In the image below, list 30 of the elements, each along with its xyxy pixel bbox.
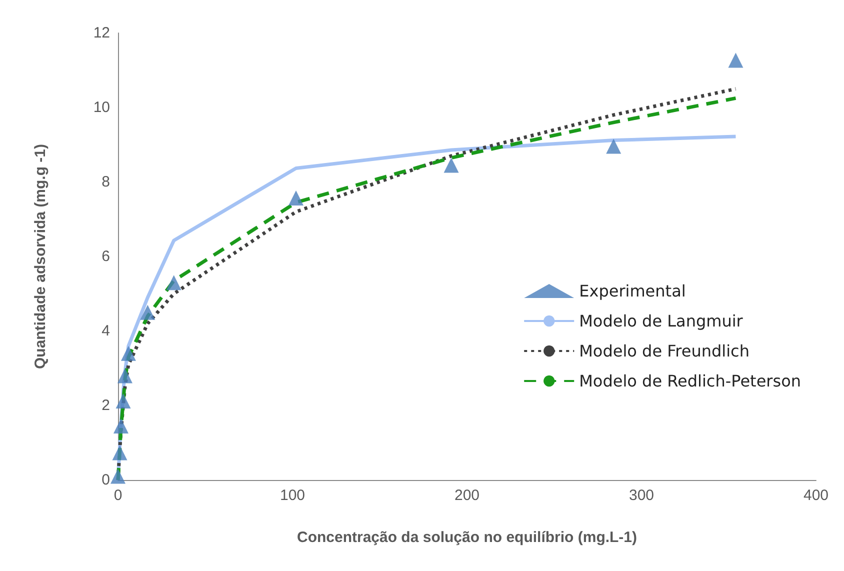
x-tick-label: 300 [628, 487, 654, 504]
point [288, 190, 304, 206]
point [120, 346, 136, 361]
point [112, 445, 128, 460]
legend-label: Experimental [579, 282, 686, 300]
y-tick-label: 10 [93, 99, 110, 116]
y-axis-title: Quantidade adsorvida (mg.g -1) [32, 144, 49, 370]
point [444, 158, 459, 173]
legend-label: Modelo de Freundlich [579, 342, 750, 360]
point [110, 468, 126, 484]
y-tick-label: 8 [102, 174, 110, 190]
point [606, 138, 622, 154]
y-tick-label: 2 [102, 397, 110, 414]
point [116, 394, 131, 409]
x-tick-label: 0 [114, 487, 122, 504]
x-axis-title: Concentração da solução no equilíbrio (mg.L-1) [296, 529, 638, 546]
legend-label: Modelo de Redlich-Peterson [579, 372, 802, 390]
x-tick-label: 100 [280, 487, 306, 504]
point [728, 52, 744, 68]
y-tick-label: 12 [93, 24, 110, 42]
point [113, 418, 128, 434]
point [140, 304, 156, 320]
legend-label: Modelo de Langmuir [579, 312, 744, 330]
y-tick-label: 0 [102, 472, 110, 488]
y-tick-label: 6 [102, 248, 110, 265]
x-tick-label: 200 [454, 487, 480, 504]
x-tick-label: 400 [803, 487, 829, 504]
point [117, 368, 132, 384]
y-tick-label: 4 [102, 322, 110, 340]
point [166, 275, 182, 290]
